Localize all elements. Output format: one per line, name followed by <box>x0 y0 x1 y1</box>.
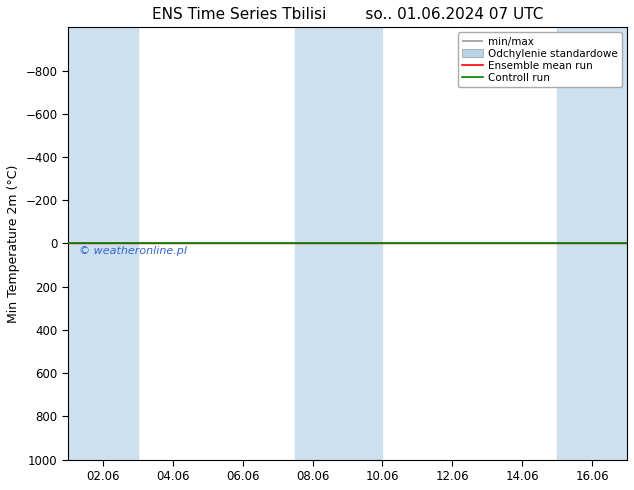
Bar <box>68 27 138 460</box>
Bar <box>557 27 627 460</box>
Y-axis label: Min Temperature 2m (°C): Min Temperature 2m (°C) <box>7 164 20 322</box>
Legend: min/max, Odchylenie standardowe, Ensemble mean run, Controll run: min/max, Odchylenie standardowe, Ensembl… <box>458 32 622 87</box>
Title: ENS Time Series Tbilisi        so.. 01.06.2024 07 UTC: ENS Time Series Tbilisi so.. 01.06.2024 … <box>152 7 543 22</box>
Text: © weatheronline.pl: © weatheronline.pl <box>79 245 187 256</box>
Bar <box>295 27 382 460</box>
